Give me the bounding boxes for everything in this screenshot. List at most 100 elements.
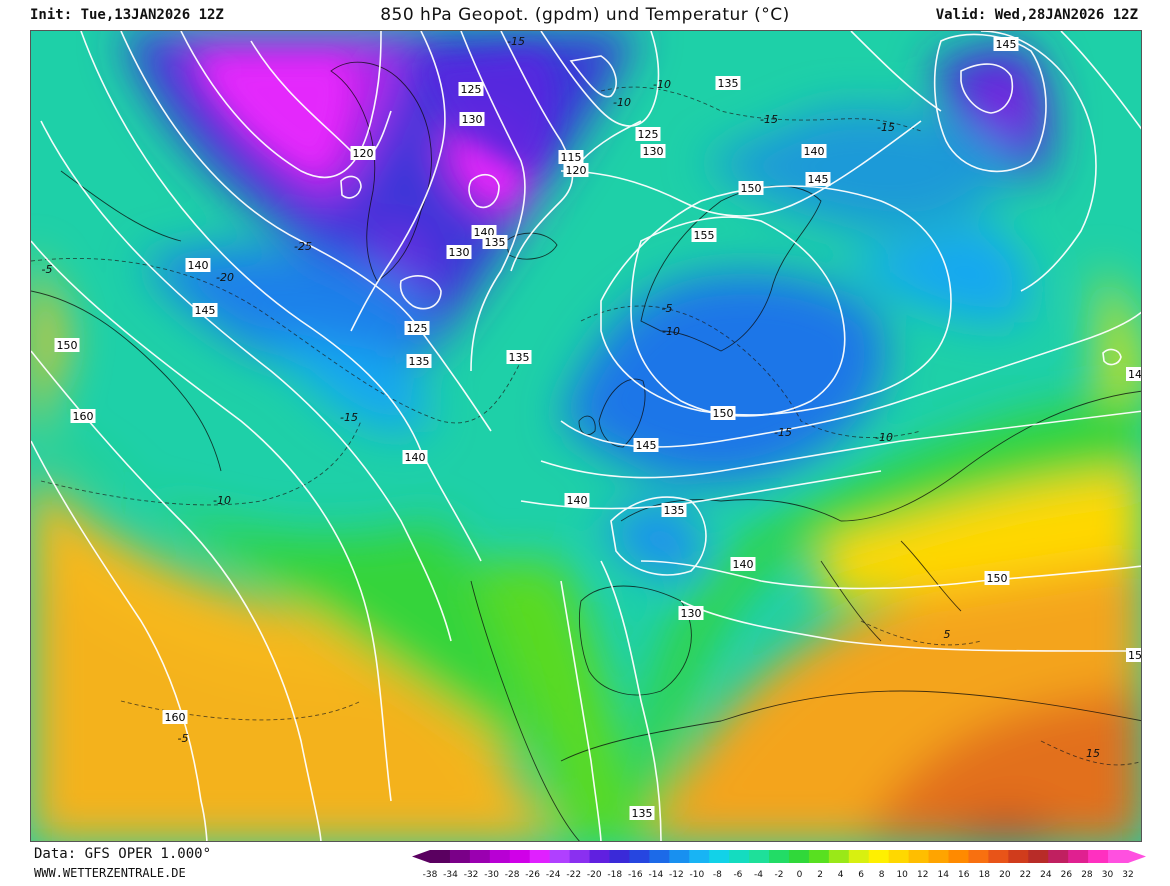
- geopotential-label: 135: [506, 350, 532, 364]
- colorbar-swatch: [649, 850, 670, 863]
- geopotential-label: 145: [633, 438, 659, 452]
- geopotential-label: 160: [162, 710, 188, 724]
- colorbar-tick-label: -20: [587, 870, 602, 880]
- colorbar-swatch: [509, 850, 531, 863]
- svg-text:145: 145: [808, 173, 829, 186]
- svg-text:145: 145: [195, 304, 216, 317]
- colorbar-swatch: [788, 850, 810, 863]
- geopotential-label: 125: [458, 82, 484, 96]
- colorbar-swatch: [888, 850, 910, 863]
- svg-text:135: 135: [718, 77, 739, 90]
- geopotential-label: 150: [738, 181, 764, 195]
- svg-text:14: 14: [1128, 368, 1142, 381]
- svg-text:135: 135: [664, 504, 685, 517]
- svg-text:145: 145: [636, 439, 657, 452]
- geopotential-label: 145: [993, 37, 1019, 51]
- colorbar-tick-label: -32: [464, 870, 479, 880]
- geopotential-label: 14: [1126, 367, 1142, 381]
- temperature-label: -15: [507, 35, 525, 48]
- colorbar-tick-label: 6: [858, 870, 864, 880]
- temperature-label: -10: [662, 325, 680, 338]
- colorbar-tick-label: 22: [1020, 870, 1031, 880]
- colorbar-swatch: [609, 850, 630, 863]
- init-time-label: Init: Tue,13JAN2026 12Z: [30, 7, 224, 23]
- colorbar-swatch: [589, 850, 610, 863]
- colorbar-tick-label: 12: [917, 870, 928, 880]
- geopotential-label: 150: [984, 571, 1010, 585]
- colorbar-tick-label: -26: [525, 870, 540, 880]
- geopotential-label: 125: [404, 321, 430, 335]
- geopotential-label: 120: [563, 163, 589, 177]
- colorbar-tick-label: -14: [648, 870, 663, 880]
- colorbar-swatch: [868, 850, 890, 863]
- temperature-label: -10: [653, 78, 671, 91]
- colorbar-tick-label: -28: [505, 870, 520, 880]
- svg-text:140: 140: [733, 558, 754, 571]
- temperature-field: [31, 31, 1141, 841]
- colorbar-tick-label: -10: [690, 870, 705, 880]
- colorbar-swatch: [769, 850, 790, 863]
- colorbar-swatch: [808, 850, 830, 863]
- geopotential-label: 135: [629, 806, 655, 820]
- colorbar-swatch: [449, 850, 471, 863]
- svg-text:120: 120: [353, 147, 374, 160]
- svg-text:140: 140: [405, 451, 426, 464]
- colorbar-swatch: [749, 850, 770, 863]
- svg-text:140: 140: [567, 494, 588, 507]
- colorbar-swatch: [469, 850, 491, 863]
- temperature-label: 15: [1086, 747, 1100, 760]
- chart-title: 850 hPa Geopot. (gpdm) und Temperatur (°…: [380, 5, 790, 25]
- temperature-label: 5: [944, 628, 951, 641]
- colorbar-tick-label: 14: [938, 870, 950, 880]
- colorbar-tick-label: -12: [669, 870, 684, 880]
- colorbar-tick-label: 28: [1081, 870, 1093, 880]
- colorbar-swatch: [549, 850, 571, 863]
- colorbar-tick-label: -38: [423, 870, 438, 880]
- svg-text:115: 115: [561, 151, 582, 164]
- colorbar-tick-label: -24: [546, 870, 561, 880]
- svg-text:135: 135: [509, 351, 530, 364]
- colorbar-left-arrow: [412, 850, 430, 863]
- geopotential-label: 115: [558, 150, 584, 164]
- colorbar-tick-label: 8: [879, 870, 885, 880]
- geopotential-label: 130: [459, 112, 485, 126]
- geopotential-label: 120: [350, 146, 376, 160]
- svg-text:130: 130: [681, 607, 702, 620]
- svg-text:140: 140: [188, 259, 209, 272]
- colorbar-swatch: [1088, 850, 1109, 863]
- geopotential-label: 135: [715, 76, 741, 90]
- colorbar-tick-label: 20: [999, 870, 1011, 880]
- svg-text:145: 145: [996, 38, 1017, 51]
- geopotential-label: 140: [801, 144, 827, 158]
- colorbar-swatch: [489, 850, 511, 863]
- colorbar-swatch: [709, 850, 730, 863]
- geopotential-label: 125: [635, 127, 661, 141]
- coastlines: [31, 61, 1141, 841]
- geopotential-label: 145: [192, 303, 218, 317]
- geopotential-label: 140: [564, 493, 590, 507]
- colorbar-swatch: [1048, 850, 1069, 863]
- svg-text:150: 150: [987, 572, 1008, 585]
- svg-text:125: 125: [638, 128, 659, 141]
- temperature-label: -15: [774, 426, 792, 439]
- colorbar-tick-label: 30: [1102, 870, 1114, 880]
- svg-text:160: 160: [165, 711, 186, 724]
- colorbar-tick-label: -16: [628, 870, 643, 880]
- data-source-label: Data: GFS OPER 1.000°: [34, 846, 212, 862]
- geopotential-label: 155: [691, 228, 717, 242]
- colorbar-swatch: [848, 850, 870, 863]
- colorbar-swatch: [529, 850, 551, 863]
- temperature-label: -15: [340, 411, 358, 424]
- geopotential-label: 150: [54, 338, 80, 352]
- geopotential-label: 145: [805, 172, 831, 186]
- temperature-label: -5: [42, 263, 53, 276]
- weather-map: 145 125 135 130 125 130 120 115 120 140 145 150 140 1…: [30, 30, 1142, 842]
- temperature-colorbar: -38 -34 -32 -30 -28 -26 -24 -22 -20 -18 -16 -14 -12-…: [412, 846, 1146, 882]
- temperature-label: -10: [875, 431, 893, 444]
- colorbar-tick-label: -30: [484, 870, 499, 880]
- colorbar-tick-label: 16: [958, 870, 970, 880]
- svg-text:135: 135: [632, 807, 653, 820]
- colorbar-tick-label: -18: [607, 870, 622, 880]
- temperature-label: -10: [613, 96, 631, 109]
- svg-text:120: 120: [566, 164, 587, 177]
